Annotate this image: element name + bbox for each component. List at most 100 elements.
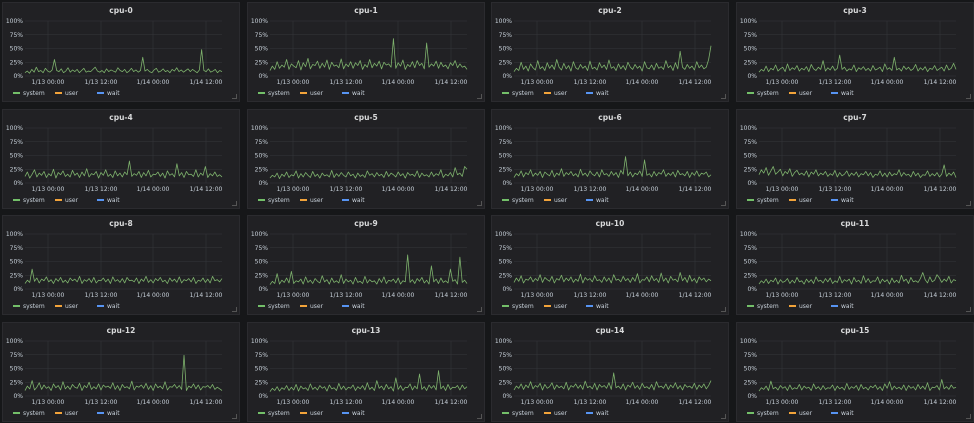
legend-item-user[interactable]: user	[799, 303, 813, 310]
legend-item-user[interactable]: user	[799, 197, 813, 204]
panel-cpu-11[interactable]: cpu-11 100% 75% 50% 25% 0% 1/13 00:00 1/13 12:0…	[736, 215, 974, 315]
panel-cpu-4[interactable]: cpu-4 100% 75% 50% 25% 0% 1/13 00:00 1/13 12:00…	[2, 109, 240, 209]
legend-swatch-user[interactable]	[300, 199, 307, 201]
legend-swatch-system[interactable]	[13, 199, 20, 201]
legend-swatch-wait[interactable]	[831, 412, 838, 414]
legend-swatch-system[interactable]	[502, 199, 509, 201]
legend-item-wait[interactable]: wait	[107, 197, 120, 204]
legend-swatch-system[interactable]	[13, 92, 20, 94]
legend-item-user[interactable]: user	[310, 197, 324, 204]
legend-item-user[interactable]: user	[554, 90, 568, 97]
legend-item-system[interactable]: system	[268, 90, 290, 97]
legend-swatch-wait[interactable]	[342, 305, 349, 307]
panel-title[interactable]: cpu-4	[109, 113, 133, 122]
legend-item-system[interactable]: system	[268, 303, 290, 310]
resize-handle-icon[interactable]	[721, 307, 726, 312]
resize-handle-icon[interactable]	[232, 201, 237, 206]
resize-handle-icon[interactable]	[721, 94, 726, 99]
legend-item-user[interactable]: user	[65, 197, 79, 204]
legend-item-system[interactable]: system	[23, 90, 45, 97]
panel-cpu-15[interactable]: cpu-15 100% 75% 50% 25% 0% 1/13 00:00 1/13 12:0…	[736, 322, 974, 422]
panel-cpu-9[interactable]: cpu-9 100% 75% 50% 25% 0% 1/13 00:00 1/13 12:00…	[247, 215, 485, 315]
legend-swatch-user[interactable]	[300, 305, 307, 307]
legend-item-wait[interactable]: wait	[596, 197, 609, 204]
legend-swatch-wait[interactable]	[342, 92, 349, 94]
legend-item-system[interactable]: system	[23, 197, 45, 204]
panel-cpu-13[interactable]: cpu-13 100% 75% 50% 25% 0% 1/13 00:00 1/13 12:0…	[247, 322, 485, 422]
panel-title[interactable]: cpu-0	[109, 6, 133, 15]
legend-item-user[interactable]: user	[310, 90, 324, 97]
legend-swatch-user[interactable]	[300, 412, 307, 414]
panel-title[interactable]: cpu-9	[354, 219, 378, 228]
resize-handle-icon[interactable]	[477, 94, 482, 99]
legend-item-system[interactable]: system	[268, 410, 290, 417]
legend-swatch-user[interactable]	[789, 92, 796, 94]
legend-item-user[interactable]: user	[554, 197, 568, 204]
legend-swatch-user[interactable]	[300, 92, 307, 94]
legend-swatch-wait[interactable]	[831, 199, 838, 201]
legend-item-user[interactable]: user	[65, 90, 79, 97]
legend-item-wait[interactable]: wait	[107, 90, 120, 97]
legend-swatch-wait[interactable]	[342, 412, 349, 414]
resize-handle-icon[interactable]	[721, 414, 726, 419]
legend-swatch-system[interactable]	[13, 305, 20, 307]
panel-title[interactable]: cpu-11	[840, 219, 870, 228]
legend-swatch-wait[interactable]	[586, 412, 593, 414]
legend-item-system[interactable]: system	[512, 197, 534, 204]
resize-handle-icon[interactable]	[232, 414, 237, 419]
resize-handle-icon[interactable]	[966, 94, 971, 99]
panel-title[interactable]: cpu-12	[106, 326, 136, 335]
resize-handle-icon[interactable]	[232, 94, 237, 99]
legend-item-wait[interactable]: wait	[596, 90, 609, 97]
legend-swatch-system[interactable]	[258, 305, 265, 307]
panel-title[interactable]: cpu-1	[354, 6, 378, 15]
legend-swatch-system[interactable]	[747, 412, 754, 414]
legend-item-system[interactable]: system	[512, 90, 534, 97]
legend-item-system[interactable]: system	[23, 303, 45, 310]
legend-swatch-wait[interactable]	[586, 305, 593, 307]
legend-swatch-system[interactable]	[258, 199, 265, 201]
panel-cpu-14[interactable]: cpu-14 100% 75% 50% 25% 0% 1/13 00:00 1/13 12:0…	[491, 322, 729, 422]
legend-item-user[interactable]: user	[799, 410, 813, 417]
legend-item-user[interactable]: user	[554, 303, 568, 310]
legend-swatch-user[interactable]	[544, 199, 551, 201]
legend-item-wait[interactable]: wait	[352, 303, 365, 310]
legend-item-system[interactable]: system	[757, 90, 779, 97]
legend-swatch-system[interactable]	[747, 305, 754, 307]
resize-handle-icon[interactable]	[477, 307, 482, 312]
legend-swatch-wait[interactable]	[586, 92, 593, 94]
legend-swatch-user[interactable]	[789, 199, 796, 201]
legend-swatch-system[interactable]	[258, 92, 265, 94]
legend-item-wait[interactable]: wait	[596, 410, 609, 417]
legend-item-user[interactable]: user	[554, 410, 568, 417]
legend-swatch-system[interactable]	[13, 412, 20, 414]
panel-cpu-6[interactable]: cpu-6 100% 75% 50% 25% 0% 1/13 00:00 1/13 12:00…	[491, 109, 729, 209]
legend-swatch-user[interactable]	[55, 412, 62, 414]
legend-item-wait[interactable]: wait	[841, 303, 854, 310]
resize-handle-icon[interactable]	[232, 307, 237, 312]
legend-item-wait[interactable]: wait	[841, 197, 854, 204]
legend-item-system[interactable]: system	[268, 197, 290, 204]
legend-swatch-user[interactable]	[789, 412, 796, 414]
legend-item-wait[interactable]: wait	[107, 303, 120, 310]
resize-handle-icon[interactable]	[477, 201, 482, 206]
panel-title[interactable]: cpu-2	[598, 6, 622, 15]
legend-item-user[interactable]: user	[310, 303, 324, 310]
legend-swatch-wait[interactable]	[586, 199, 593, 201]
panel-cpu-8[interactable]: cpu-8 100% 75% 50% 25% 0% 1/13 00:00 1/13 12:00…	[2, 215, 240, 315]
panel-cpu-10[interactable]: cpu-10 100% 75% 50% 25% 0% 1/13 00:00 1/13 12:0…	[491, 215, 729, 315]
legend-swatch-wait[interactable]	[97, 199, 104, 201]
legend-item-wait[interactable]: wait	[107, 410, 120, 417]
panel-title[interactable]: cpu-15	[840, 326, 870, 335]
panel-title[interactable]: cpu-10	[595, 219, 625, 228]
legend-item-system[interactable]: system	[757, 410, 779, 417]
legend-item-user[interactable]: user	[65, 410, 79, 417]
panel-cpu-7[interactable]: cpu-7 100% 75% 50% 25% 0% 1/13 00:00 1/13 12:00…	[736, 109, 974, 209]
legend-item-wait[interactable]: wait	[352, 90, 365, 97]
legend-item-wait[interactable]: wait	[352, 197, 365, 204]
legend-item-wait[interactable]: wait	[596, 303, 609, 310]
resize-handle-icon[interactable]	[966, 307, 971, 312]
panel-cpu-1[interactable]: cpu-1 100% 75% 50% 25% 0% 1/13 00:00 1/13 12:00…	[247, 2, 485, 102]
legend-swatch-system[interactable]	[258, 412, 265, 414]
legend-swatch-system[interactable]	[502, 305, 509, 307]
